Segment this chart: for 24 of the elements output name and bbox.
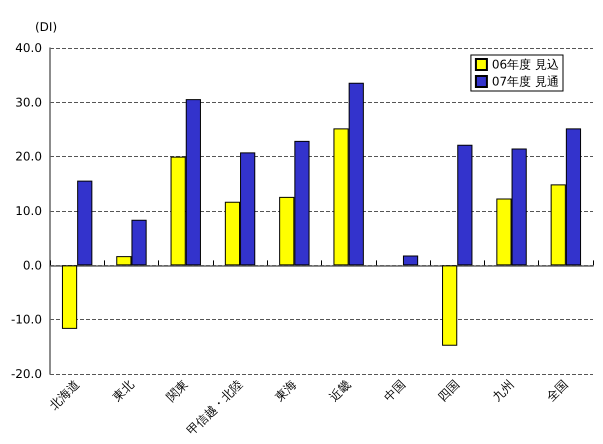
bar — [77, 180, 92, 266]
y-tick-label: 20.0 — [15, 150, 42, 164]
y-axis-title: (DI) — [35, 20, 58, 34]
y-tick-label: 30.0 — [15, 95, 42, 110]
bar — [442, 265, 458, 346]
x-tick-label: 四国 — [435, 377, 462, 404]
y-tick-label: -20.0 — [10, 367, 42, 381]
y-tick-label: 40.0 — [15, 41, 42, 55]
x-tick-label: 近畿 — [326, 377, 354, 404]
x-tick-label: 全国 — [544, 377, 571, 404]
bar — [402, 256, 418, 266]
x-tick-label: 北海道 — [46, 377, 82, 412]
y-tick-label: 10.0 — [15, 204, 42, 218]
x-tick-label: 九州 — [490, 377, 516, 404]
x-tick-label: 東北 — [110, 377, 136, 404]
y-tick-label: 0.0 — [22, 258, 42, 272]
bar — [62, 265, 78, 329]
x-tick-label: 関東 — [164, 377, 191, 404]
legend-label: 07年度 見通 — [492, 74, 560, 88]
y-tick-label: -10.0 — [10, 312, 42, 327]
legend-label: 06年度 見込 — [492, 58, 560, 72]
x-tick-label: 東海 — [272, 377, 300, 404]
x-tick-label: 中国 — [381, 377, 408, 404]
bar — [457, 144, 472, 266]
